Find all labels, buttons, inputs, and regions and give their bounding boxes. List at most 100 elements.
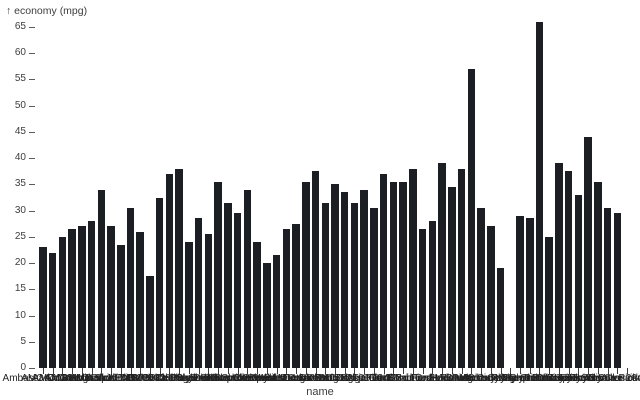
bar: [107, 226, 115, 368]
x-tick-mark: [442, 368, 444, 374]
x-tick-mark: [412, 368, 414, 374]
x-tick-mark: [130, 368, 132, 374]
bar: [545, 236, 553, 368]
bar: [428, 221, 437, 368]
bar: [87, 221, 96, 368]
x-tick-label: Audi 4000: [98, 373, 144, 384]
y-axis-title: ↑ economy (mpg): [6, 5, 88, 17]
x-tick-label: Chevrolet Nova: [232, 373, 302, 384]
x-tick-label: Dodge Omni: [336, 373, 393, 384]
bar: [584, 137, 592, 368]
x-tick-mark: [111, 368, 113, 374]
x-tick-mark: [266, 368, 268, 374]
x-tick-mark: [451, 368, 453, 374]
x-tick-mark: [481, 368, 483, 374]
bar: [487, 226, 495, 368]
y-tick-mark: [29, 315, 35, 317]
bar: [292, 223, 300, 368]
bar: [370, 207, 378, 368]
x-tick-mark: [198, 368, 200, 374]
x-tick-label: Toyota Celica: [548, 373, 609, 384]
x-tick-label: Ford Fiesta: [387, 373, 439, 384]
x-tick-label: Plymouth Horizon: [509, 373, 589, 384]
bar: [175, 168, 183, 368]
x-tick-label: AMC Matador: [50, 373, 113, 384]
bar: [224, 202, 232, 368]
x-tick-label: Pontiac Firebird: [523, 373, 594, 384]
bar: [438, 163, 446, 368]
bar: [39, 247, 47, 368]
y-tick-label: 55: [14, 73, 26, 85]
bar: [233, 213, 242, 368]
y-tick-label: 45: [14, 125, 26, 137]
y-tick-label: 10: [14, 309, 26, 321]
x-tick-mark: [403, 368, 405, 374]
bar: [594, 181, 602, 368]
x-tick-mark: [149, 368, 151, 374]
bar: [282, 228, 291, 368]
bar: [477, 207, 485, 368]
x-tick-mark: [81, 368, 83, 374]
bar: [457, 168, 466, 368]
x-tick-mark: [305, 368, 307, 374]
x-tick-label: Honda Accord: [430, 373, 493, 384]
y-tick-mark: [29, 79, 35, 81]
bar: [263, 263, 271, 368]
x-tick-label: Toyota Corona: [565, 373, 631, 384]
bar: [331, 184, 339, 368]
x-tick-label: Ford Mustang: [411, 373, 473, 384]
x-tick-label: Mazda GLC: [454, 373, 508, 384]
y-tick-mark: [29, 131, 35, 133]
x-tick-label: Dodge Colt: [329, 373, 380, 384]
x-tick-label: BMW 320i: [126, 373, 174, 384]
x-tick-mark: [101, 368, 103, 374]
x-tick-mark: [549, 368, 551, 374]
x-tick-label: AMC Ambassador Brougham: [0, 373, 108, 384]
bar: [155, 197, 164, 368]
x-tick-label: Oldsmobile Cutlass: [467, 373, 554, 384]
x-tick-mark: [432, 368, 434, 374]
bar: [136, 231, 144, 368]
bar: [535, 21, 544, 368]
bar: [399, 181, 407, 368]
y-tick-mark: [29, 263, 35, 265]
x-tick-label: Peugeot 504: [491, 373, 549, 384]
bar: [603, 207, 612, 368]
bar: [58, 236, 67, 368]
x-tick-label: Cadillac Seville: [155, 373, 223, 384]
y-tick-label: 5: [20, 335, 26, 347]
y-tick-label: 50: [14, 99, 26, 111]
x-tick-label: Pontiac Phoenix: [532, 373, 605, 384]
y-tick-mark: [29, 341, 35, 343]
bar: [165, 173, 174, 368]
bar: [389, 181, 398, 368]
x-tick-mark: [120, 368, 122, 374]
x-tick-mark: [159, 368, 161, 374]
y-tick-label: 15: [14, 283, 26, 295]
x-tick-mark: [588, 368, 590, 374]
bar: [555, 163, 563, 368]
x-tick-label: AMC Pacer: [65, 373, 118, 384]
bar: [379, 173, 388, 368]
x-tick-label: Chevrolet Impala: [199, 373, 276, 384]
x-tick-label: Ford Granada: [391, 373, 454, 384]
x-tick-mark: [169, 368, 171, 374]
x-tick-label: Audi 5000: [107, 373, 154, 384]
x-tick-label: Toyota Pickup: [586, 373, 640, 384]
x-tick-mark: [364, 368, 366, 374]
x-tick-mark: [237, 368, 239, 374]
x-tick-label: AMC Hornet: [44, 373, 100, 384]
x-tick-mark: [520, 368, 522, 374]
bar: [496, 268, 505, 368]
x-tick-mark: [471, 368, 473, 374]
x-tick-label: Fiat 124B: [352, 373, 396, 384]
bar: [564, 171, 573, 368]
x-tick-mark: [373, 368, 375, 374]
y-tick-mark: [29, 184, 35, 186]
x-tick-label: Ford LTD: [411, 373, 454, 384]
x-tick-label: Chevrolet Monte Carlo: [207, 373, 308, 384]
bar: [302, 181, 310, 368]
x-tick-mark: [140, 368, 142, 374]
bar: [574, 194, 583, 368]
